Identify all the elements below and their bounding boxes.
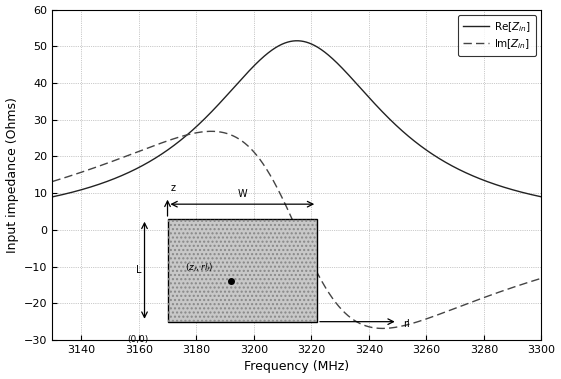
Re[$Z_{in}$] [434, 155, 441, 160]
Re[$Z_{in}$] [293, 39, 300, 43]
X-axis label: Frequency (MHz): Frequency (MHz) [245, 360, 350, 373]
Im[$Z_{in}$] [274, 186, 281, 191]
Text: W: W [237, 189, 247, 199]
Line: Re[$Z_{in}$]: Re[$Z_{in}$] [53, 41, 541, 197]
Text: $(z_f, rl_f)$: $(z_f, rl_f)$ [185, 262, 214, 274]
Im[$Z_{in}$] [435, 312, 442, 317]
Im[$Z_{in}$] [208, 129, 215, 133]
Im[$Z_{in}$] [525, 280, 531, 285]
Re[$Z_{in}$] [74, 189, 81, 193]
Text: rl: rl [403, 318, 410, 329]
Im[$Z_{in}$] [538, 276, 545, 280]
Line: Im[$Z_{in}$]: Im[$Z_{in}$] [53, 131, 541, 329]
Im[$Z_{in}$] [287, 213, 294, 218]
Re[$Z_{in}$] [524, 191, 531, 196]
Im[$Z_{in}$] [379, 326, 386, 331]
Im[$Z_{in}$] [49, 179, 56, 184]
Text: z: z [171, 183, 176, 193]
Re[$Z_{in}$] [538, 194, 545, 199]
Re[$Z_{in}$] [274, 44, 280, 49]
Y-axis label: Input impedance (Ohms): Input impedance (Ohms) [6, 97, 19, 253]
Bar [168, 219, 317, 322]
Im[$Z_{in}$] [74, 171, 81, 176]
Text: L: L [136, 265, 141, 275]
Im[$Z_{in}$] [524, 280, 531, 285]
Legend: Re[$Z_{in}$], Im[$Z_{in}$]: Re[$Z_{in}$], Im[$Z_{in}$] [458, 15, 536, 56]
Bar [168, 219, 317, 322]
Re[$Z_{in}$] [524, 191, 531, 196]
Re[$Z_{in}$] [49, 194, 56, 199]
Re[$Z_{in}$] [287, 39, 293, 44]
Text: (0,0): (0,0) [127, 335, 149, 343]
